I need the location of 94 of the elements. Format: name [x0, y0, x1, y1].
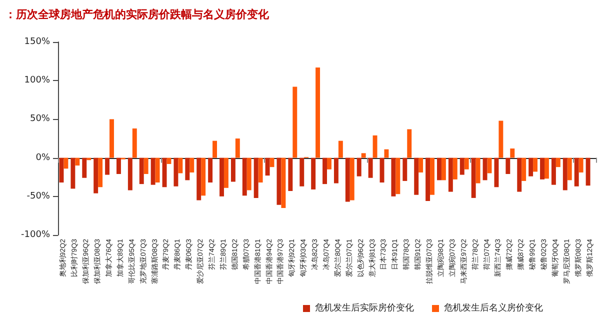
- bar: [254, 158, 258, 198]
- bar: [476, 158, 480, 184]
- bar: [292, 86, 298, 158]
- bar: [441, 158, 446, 180]
- bar: [372, 135, 378, 158]
- bar: [384, 149, 389, 158]
- bar: [540, 158, 544, 180]
- bar: [391, 158, 396, 196]
- bar: [224, 158, 228, 188]
- bar: [98, 158, 103, 188]
- bar: [70, 158, 76, 189]
- bar: [230, 158, 236, 182]
- bar: [281, 158, 286, 208]
- bar: [155, 158, 160, 183]
- bar: [551, 158, 556, 185]
- legend-label: 危机发生后实际房价变化: [315, 302, 414, 314]
- bar: [528, 158, 534, 176]
- bar: [578, 158, 584, 172]
- bar: [201, 158, 206, 196]
- bar: [586, 158, 590, 186]
- bar: [556, 158, 560, 168]
- bar: [64, 158, 68, 169]
- bar: [128, 158, 132, 190]
- bar: [506, 158, 510, 174]
- bar: [356, 158, 362, 176]
- bar: [300, 158, 304, 186]
- bar: [185, 158, 190, 180]
- bar: [258, 158, 263, 183]
- bar: [322, 158, 327, 184]
- bar: [150, 158, 156, 185]
- bar: [471, 158, 476, 198]
- bar: [522, 158, 526, 181]
- y-tick-label: 50%: [30, 114, 50, 124]
- bar: [494, 158, 499, 188]
- bar: [246, 158, 252, 190]
- bar: [316, 67, 320, 158]
- bar: [208, 158, 213, 183]
- bar: [288, 158, 293, 191]
- y-tick-label: 0%: [36, 152, 50, 163]
- chart-title: ：历次全球房地产危机的实际房价跌幅与名义房价变化: [5, 8, 270, 21]
- bar: [437, 158, 442, 180]
- bar: [174, 158, 178, 186]
- bar: [82, 158, 87, 178]
- bar: [460, 158, 464, 175]
- bar: [242, 158, 247, 196]
- y-tick-label: 100%: [24, 76, 50, 86]
- bar: [464, 158, 469, 170]
- bar: [190, 158, 194, 172]
- bar: [235, 138, 240, 158]
- bar: [361, 153, 366, 158]
- bar: [452, 158, 458, 180]
- bar: [368, 158, 373, 178]
- bar: [178, 158, 183, 174]
- bar: [482, 158, 488, 180]
- bar: [139, 158, 144, 184]
- bar: [544, 158, 549, 179]
- bar: [533, 158, 538, 172]
- bar: [220, 158, 224, 196]
- bar: [510, 148, 515, 158]
- bar: [498, 120, 504, 158]
- bar: [334, 158, 338, 184]
- bar: [402, 158, 408, 181]
- bar: [562, 158, 568, 190]
- y-tick-label: -100%: [21, 230, 50, 240]
- bar: [265, 158, 270, 176]
- bar: [338, 140, 343, 158]
- bar: [110, 119, 114, 158]
- bar: [396, 158, 400, 194]
- bar: [574, 158, 579, 186]
- bar: [414, 158, 419, 195]
- bar: [418, 158, 424, 172]
- bar: [166, 158, 172, 164]
- bar: [196, 158, 202, 200]
- bar: [212, 140, 217, 158]
- bar: [276, 158, 282, 205]
- bar: [407, 129, 412, 158]
- bar: [345, 158, 350, 202]
- bar: [350, 158, 354, 200]
- bar: [430, 158, 434, 195]
- bar: [448, 158, 453, 192]
- bar: [116, 158, 121, 174]
- bar: [132, 128, 137, 158]
- y-tick-label: -50%: [26, 191, 50, 202]
- bar: [311, 158, 316, 190]
- bar: [75, 158, 80, 166]
- bar: [327, 158, 332, 170]
- bar: [105, 158, 110, 175]
- bar: [144, 158, 148, 174]
- y-tick-label: 150%: [24, 37, 50, 47]
- bar: [426, 158, 430, 202]
- bar: [517, 158, 522, 192]
- bar: [567, 158, 572, 180]
- bar: [94, 158, 98, 194]
- legend-label: 危机发生后名义房价变化: [444, 302, 543, 314]
